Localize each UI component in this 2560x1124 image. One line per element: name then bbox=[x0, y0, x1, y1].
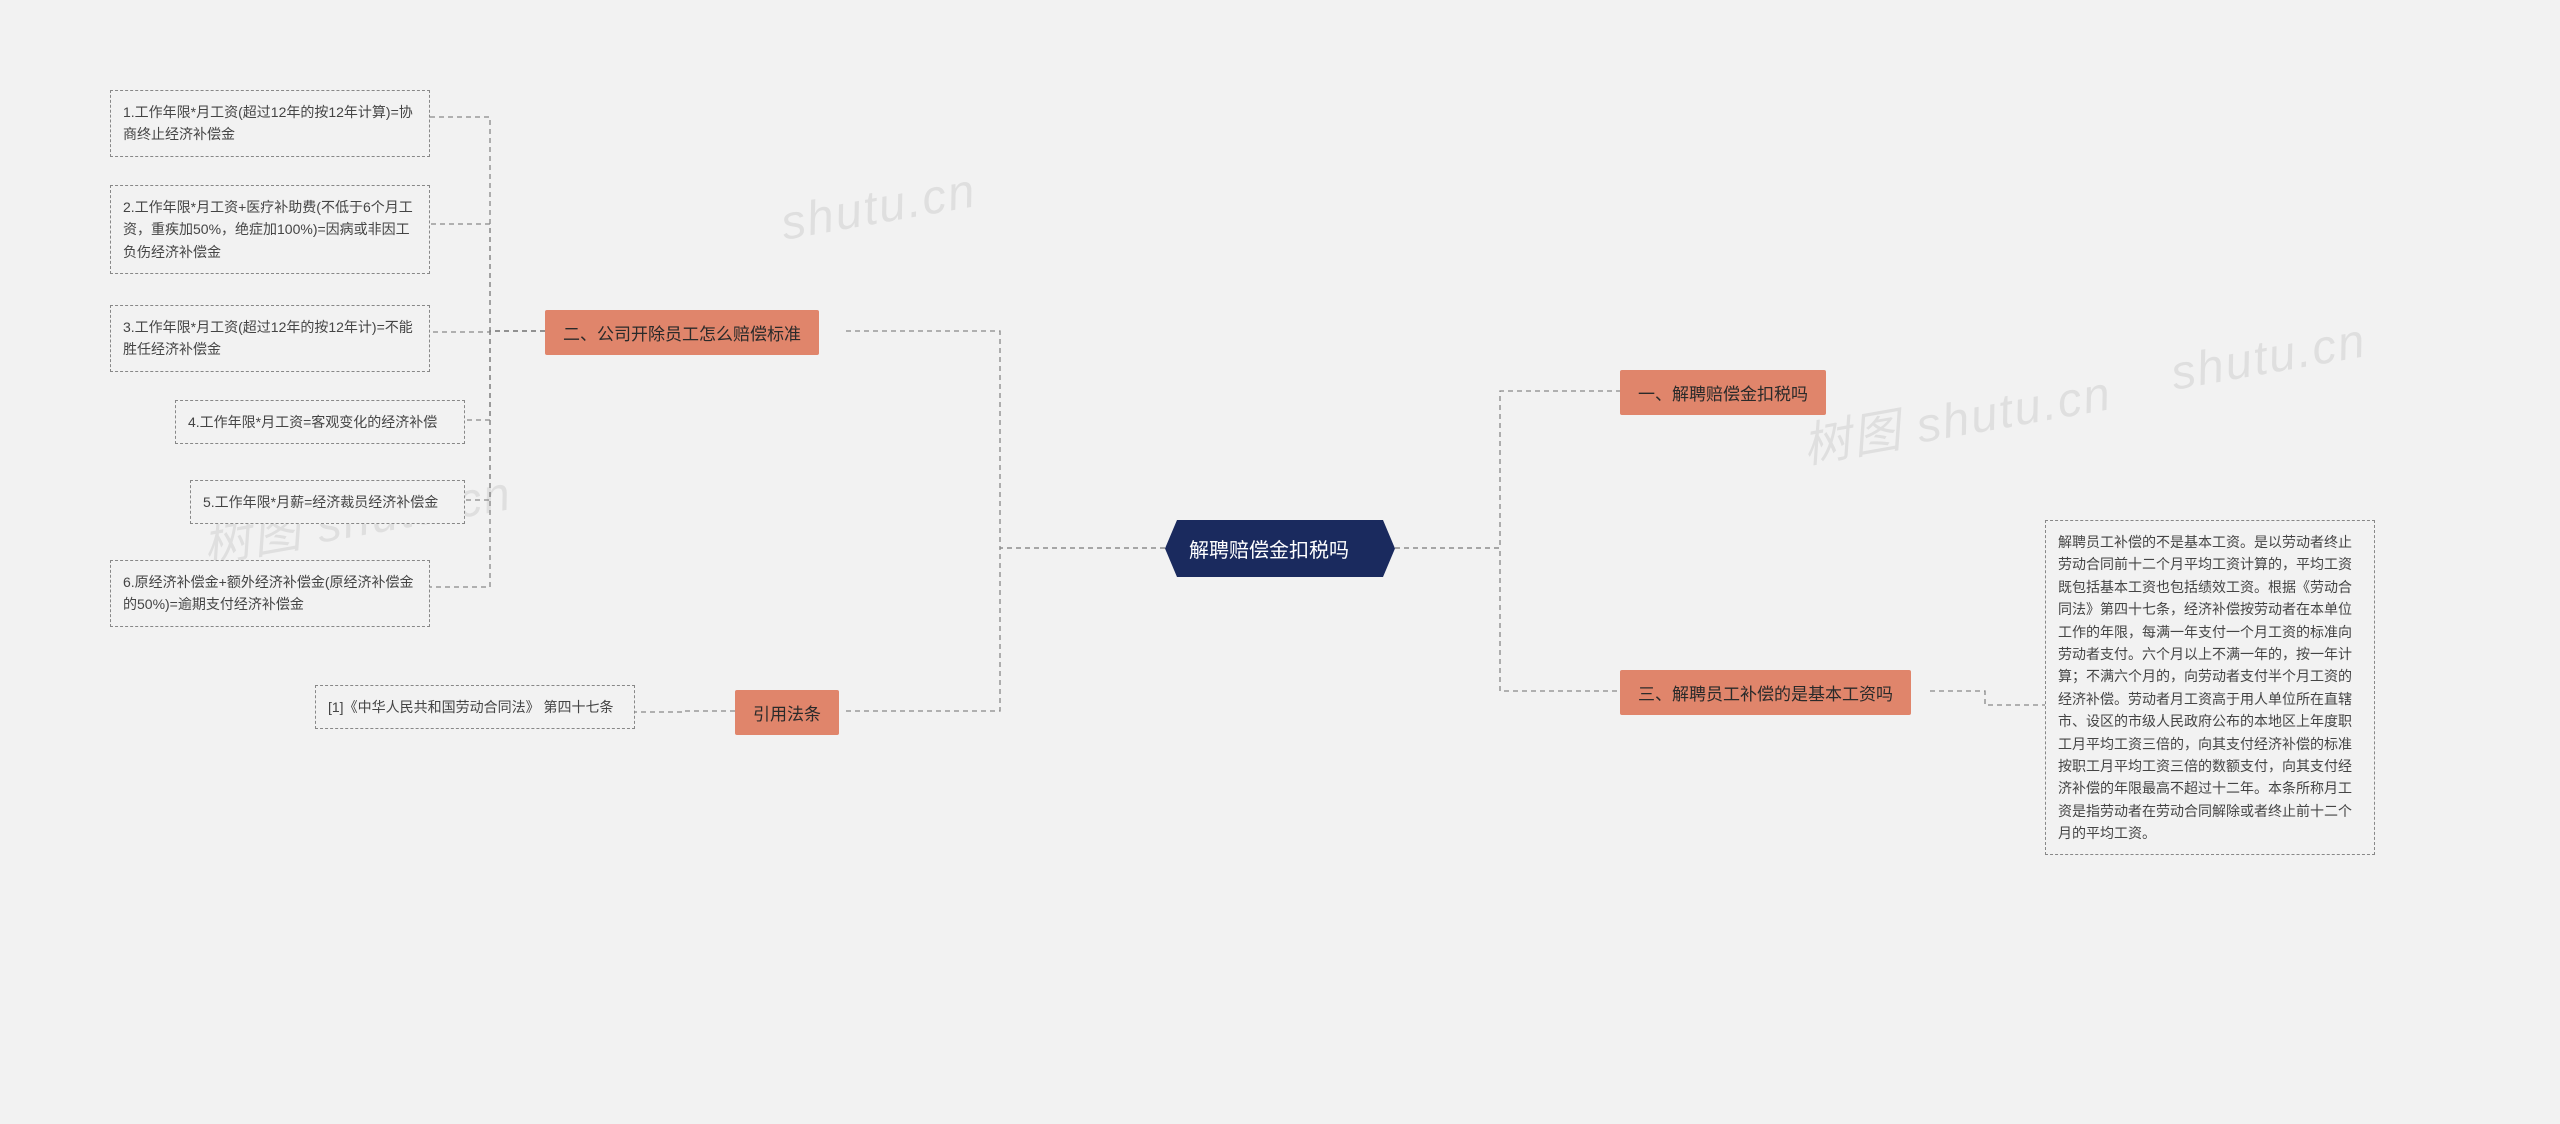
leaf-r3-1: 解聘员工补偿的不是基本工资。是以劳动者终止劳动合同前十二个月平均工资计算的，平均… bbox=[2045, 520, 2375, 855]
leaf-l2-4: 4.工作年限*月工资=客观变化的经济补偿 bbox=[175, 400, 465, 444]
leaf-text: 2.工作年限*月工资+医疗补助费(不低于6个月工资，重疾加50%，绝症加100%… bbox=[123, 199, 413, 260]
watermark: 树图 shutu.cn bbox=[1796, 353, 2116, 476]
leaf-text: 1.工作年限*月工资(超过12年的按12年计算)=协商终止经济补偿金 bbox=[123, 104, 413, 142]
leaf-l2-1: 1.工作年限*月工资(超过12年的按12年计算)=协商终止经济补偿金 bbox=[110, 90, 430, 157]
leaf-text: 6.原经济补偿金+额外经济补偿金(原经济补偿金的50%)=逾期支付经济补偿金 bbox=[123, 574, 414, 612]
branch-l2: 二、公司开除员工怎么赔偿标准 bbox=[545, 310, 819, 355]
branch-label: 二、公司开除员工怎么赔偿标准 bbox=[563, 325, 801, 344]
root-label: 解聘赔偿金扣税吗 bbox=[1189, 540, 1349, 562]
watermark: shutu.cn bbox=[2167, 313, 2371, 401]
branch-label: 一、解聘赔偿金扣税吗 bbox=[1638, 385, 1808, 404]
leaf-text: 4.工作年限*月工资=客观变化的经济补偿 bbox=[188, 414, 437, 430]
leaf-text: [1]《中华人民共和国劳动合同法》 第四十七条 bbox=[328, 699, 613, 715]
leaf-lref-1: [1]《中华人民共和国劳动合同法》 第四十七条 bbox=[315, 685, 635, 729]
leaf-text: 5.工作年限*月薪=经济裁员经济补偿金 bbox=[203, 494, 438, 510]
leaf-text: 3.工作年限*月工资(超过12年的按12年计)=不能胜任经济补偿金 bbox=[123, 319, 413, 357]
leaf-l2-5: 5.工作年限*月薪=经济裁员经济补偿金 bbox=[190, 480, 465, 524]
branch-label: 三、解聘员工补偿的是基本工资吗 bbox=[1638, 685, 1893, 704]
branch-r3: 三、解聘员工补偿的是基本工资吗 bbox=[1620, 670, 1911, 715]
watermark: shutu.cn bbox=[777, 163, 981, 251]
leaf-l2-3: 3.工作年限*月工资(超过12年的按12年计)=不能胜任经济补偿金 bbox=[110, 305, 430, 372]
branch-r1: 一、解聘赔偿金扣税吗 bbox=[1620, 370, 1826, 415]
leaf-l2-2: 2.工作年限*月工资+医疗补助费(不低于6个月工资，重疾加50%，绝症加100%… bbox=[110, 185, 430, 274]
leaf-text: 解聘员工补偿的不是基本工资。是以劳动者终止劳动合同前十二个月平均工资计算的，平均… bbox=[2058, 534, 2352, 841]
branch-label: 引用法条 bbox=[753, 705, 821, 724]
branch-lref: 引用法条 bbox=[735, 690, 839, 735]
leaf-l2-6: 6.原经济补偿金+额外经济补偿金(原经济补偿金的50%)=逾期支付经济补偿金 bbox=[110, 560, 430, 627]
mindmap-root: 解聘赔偿金扣税吗 bbox=[1165, 520, 1395, 577]
